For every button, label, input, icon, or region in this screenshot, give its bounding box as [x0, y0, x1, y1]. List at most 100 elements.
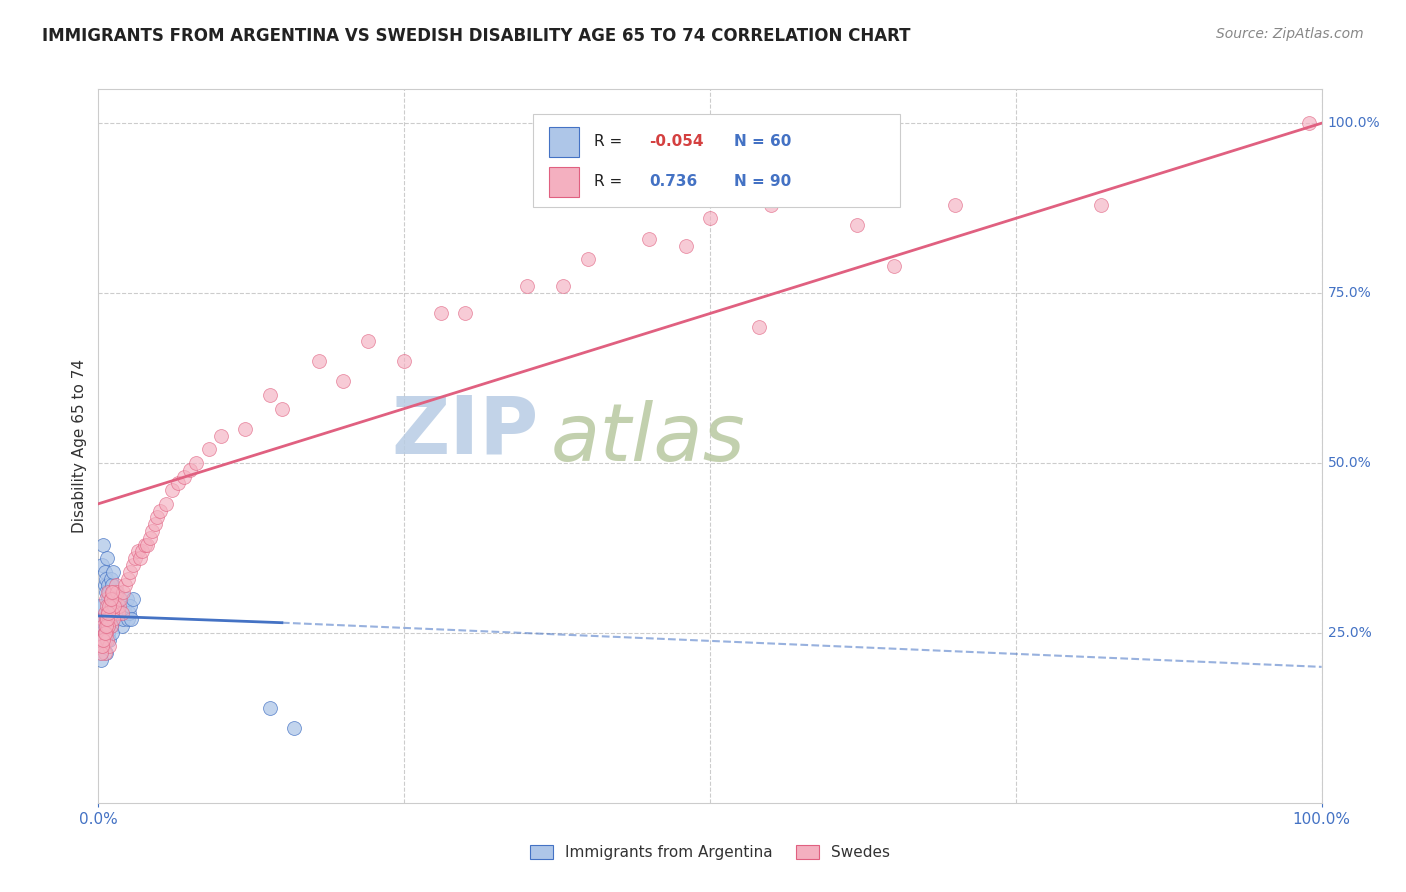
Point	[675, 238, 697, 252]
Point	[94, 572, 117, 586]
Point	[107, 606, 129, 620]
Point	[121, 558, 143, 572]
Point	[748, 320, 770, 334]
Point	[97, 585, 120, 599]
Point	[114, 578, 136, 592]
Point	[100, 619, 122, 633]
Point	[134, 537, 156, 551]
Point	[115, 591, 138, 606]
Point	[91, 632, 114, 647]
Point	[91, 619, 114, 633]
Point	[90, 653, 112, 667]
Point	[308, 354, 330, 368]
Point	[197, 442, 219, 457]
Point	[104, 585, 127, 599]
Point	[98, 585, 121, 599]
Point	[93, 565, 115, 579]
Point	[104, 578, 127, 592]
Point	[98, 606, 121, 620]
Point	[96, 612, 118, 626]
Point	[127, 544, 149, 558]
Point	[209, 429, 232, 443]
Point	[101, 585, 124, 599]
Point	[146, 510, 169, 524]
Point	[89, 619, 111, 633]
Point	[233, 422, 256, 436]
Point	[101, 591, 124, 606]
Point	[112, 599, 135, 613]
Point	[91, 632, 114, 647]
Point	[761, 198, 783, 212]
Point	[90, 646, 112, 660]
Point	[943, 198, 966, 212]
Point	[100, 591, 122, 606]
Point	[515, 279, 537, 293]
Point	[91, 599, 114, 613]
Text: 50.0%: 50.0%	[1327, 456, 1371, 470]
FancyBboxPatch shape	[533, 114, 900, 207]
Point	[101, 626, 124, 640]
Point	[121, 591, 143, 606]
Point	[105, 612, 128, 626]
Point	[94, 612, 117, 626]
Point	[149, 503, 172, 517]
Point	[98, 640, 121, 654]
Point	[430, 306, 453, 320]
Point	[821, 184, 844, 198]
Point	[100, 599, 122, 613]
Point	[93, 606, 115, 620]
Point	[97, 578, 120, 592]
Point	[93, 578, 115, 592]
Point	[98, 612, 121, 626]
Text: N = 60: N = 60	[734, 134, 792, 149]
Point	[111, 612, 134, 626]
Point	[93, 626, 115, 640]
Point	[101, 578, 124, 592]
Point	[553, 279, 575, 293]
Point	[94, 626, 117, 640]
Point	[699, 211, 721, 226]
Point	[91, 632, 114, 647]
Point	[101, 585, 124, 599]
Point	[98, 632, 121, 647]
Text: 75.0%: 75.0%	[1327, 286, 1371, 300]
Point	[94, 619, 117, 633]
Point	[93, 619, 115, 633]
Point	[454, 306, 477, 320]
Point	[97, 606, 120, 620]
Point	[179, 463, 201, 477]
Point	[107, 606, 129, 620]
Point	[111, 585, 134, 599]
Point	[100, 591, 122, 606]
FancyBboxPatch shape	[548, 127, 579, 157]
Point	[96, 619, 118, 633]
Point	[93, 632, 115, 647]
Point	[108, 591, 131, 606]
Point	[141, 524, 163, 538]
Point	[118, 606, 141, 620]
Point	[100, 572, 122, 586]
Point	[98, 612, 121, 626]
Point	[91, 612, 114, 626]
Point	[117, 572, 139, 586]
Point	[105, 585, 128, 599]
Point	[117, 612, 139, 626]
Point	[139, 531, 162, 545]
Point	[114, 606, 136, 620]
Point	[90, 632, 112, 647]
Point	[111, 606, 134, 620]
Point	[89, 646, 111, 660]
Point	[96, 632, 118, 647]
Point	[91, 640, 114, 654]
Point	[576, 252, 599, 266]
Point	[111, 619, 134, 633]
Point	[356, 334, 378, 348]
Text: 25.0%: 25.0%	[1327, 626, 1371, 640]
Point	[124, 551, 146, 566]
Text: IMMIGRANTS FROM ARGENTINA VS SWEDISH DISABILITY AGE 65 TO 74 CORRELATION CHART: IMMIGRANTS FROM ARGENTINA VS SWEDISH DIS…	[42, 27, 911, 45]
Point	[131, 544, 153, 558]
Point	[94, 646, 117, 660]
Point	[270, 401, 294, 416]
Point	[101, 599, 124, 613]
Point	[283, 721, 305, 735]
